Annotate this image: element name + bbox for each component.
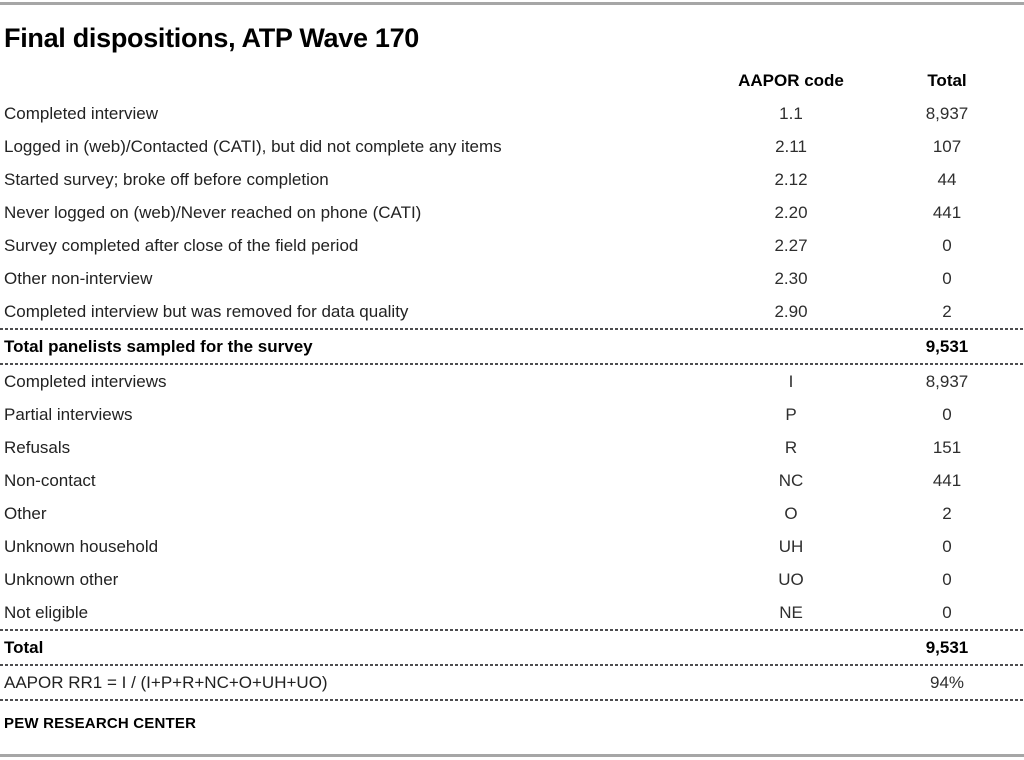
row-aapor-code: 2.11 — [775, 136, 807, 156]
table-row: Completed interview 1.1 8,937 — [0, 97, 1024, 130]
table-row: Logged in (web)/Contacted (CATI), but di… — [0, 130, 1024, 163]
table-row: Refusals R 151 — [0, 431, 1024, 464]
row-label: Not eligible — [4, 602, 89, 622]
row-total: 8,937 — [925, 103, 969, 123]
dashed-separator — [0, 328, 1024, 330]
table-row: Completed interview but was removed for … — [0, 295, 1024, 328]
row-total: 0 — [942, 268, 952, 288]
row-total: 94% — [929, 672, 965, 692]
row-aapor-code: 1.1 — [779, 103, 803, 123]
table-row: AAPOR RR1 = I / (I+P+R+NC+O+UH+UO) 94% — [0, 666, 1024, 699]
row-total: 2 — [942, 503, 952, 523]
table-row: Not eligible NE 0 — [0, 596, 1024, 629]
table-row: Unknown household UH 0 — [0, 530, 1024, 563]
bottom-rule — [0, 754, 1024, 757]
row-aapor-code: NE — [779, 602, 803, 622]
row-aapor-code: 2.20 — [774, 202, 808, 222]
row-total: 2 — [942, 301, 952, 321]
row-total: 9,531 — [925, 637, 969, 657]
table-row: Total panelists sampled for the survey 9… — [0, 330, 1024, 363]
source-attribution: PEW RESEARCH CENTER — [4, 715, 197, 732]
table-header-row: AAPOR code Total — [0, 64, 1024, 97]
row-total: 0 — [942, 536, 952, 556]
row-aapor-code: 2.12 — [774, 169, 808, 189]
row-label: Started survey; broke off before complet… — [4, 169, 329, 189]
row-total: 441 — [932, 202, 962, 222]
row-total: 0 — [942, 569, 952, 589]
row-total: 0 — [942, 602, 952, 622]
dashed-separator — [0, 664, 1024, 666]
row-label: Total — [4, 637, 44, 657]
row-aapor-code: UO — [778, 569, 804, 589]
row-label: Unknown other — [4, 569, 119, 589]
row-label: Logged in (web)/Contacted (CATI), but di… — [4, 136, 502, 156]
dashed-separator — [0, 629, 1024, 631]
row-total: 0 — [942, 404, 952, 424]
table-row: Non-contact NC 441 — [0, 464, 1024, 497]
row-label: AAPOR RR1 = I / (I+P+R+NC+O+UH+UO) — [4, 672, 328, 692]
table-row: Never logged on (web)/Never reached on p… — [0, 196, 1024, 229]
row-label: Unknown household — [4, 536, 159, 556]
table-row: Other non-interview 2.30 0 — [0, 262, 1024, 295]
table-row: Total 9,531 — [0, 631, 1024, 664]
table-row: Partial interviews P 0 — [0, 398, 1024, 431]
row-label: Non-contact — [4, 470, 96, 490]
dashed-separator — [0, 699, 1024, 701]
row-label: Refusals — [4, 437, 71, 457]
page-title: Final dispositions, ATP Wave 170 — [4, 23, 420, 53]
row-label: Other non-interview — [4, 268, 153, 288]
row-label: Partial interviews — [4, 404, 133, 424]
table-row: Unknown other UO 0 — [0, 563, 1024, 596]
row-total: 9,531 — [925, 336, 969, 356]
table-row: Started survey; broke off before complet… — [0, 163, 1024, 196]
row-total: 8,937 — [925, 371, 969, 391]
table-row: Completed interviews I 8,937 — [0, 365, 1024, 398]
table-row: Other O 2 — [0, 497, 1024, 530]
row-aapor-code: 2.27 — [774, 235, 808, 255]
row-total: 107 — [932, 136, 962, 156]
row-aapor-code: 2.30 — [774, 268, 808, 288]
dispositions-table: AAPOR code Total Completed interview 1.1… — [0, 64, 1024, 701]
row-total: 0 — [942, 235, 952, 255]
row-label: Other — [4, 503, 47, 523]
row-aapor-code: R — [784, 437, 798, 457]
row-aapor-code: I — [788, 371, 794, 391]
row-total: 441 — [932, 470, 962, 490]
row-aapor-code: 2.90 — [774, 301, 808, 321]
top-rule — [0, 2, 1024, 5]
row-total: 44 — [937, 169, 957, 189]
row-label: Completed interview but was removed for … — [4, 301, 409, 321]
row-label: Survey completed after close of the fiel… — [4, 235, 359, 255]
row-label: Completed interviews — [4, 371, 167, 391]
row-aapor-code: P — [785, 404, 797, 424]
row-label: Total panelists sampled for the survey — [4, 336, 313, 356]
table-row: Survey completed after close of the fiel… — [0, 229, 1024, 262]
row-aapor-code: O — [784, 503, 798, 523]
row-label: Never logged on (web)/Never reached on p… — [4, 202, 422, 222]
row-aapor-code: NC — [778, 470, 804, 490]
dashed-separator — [0, 363, 1024, 365]
row-aapor-code: UH — [778, 536, 804, 556]
row-label: Completed interview — [4, 103, 159, 123]
column-header-aapor-code: AAPOR code — [738, 70, 844, 90]
row-total: 151 — [932, 437, 962, 457]
column-header-total: Total — [927, 70, 967, 90]
